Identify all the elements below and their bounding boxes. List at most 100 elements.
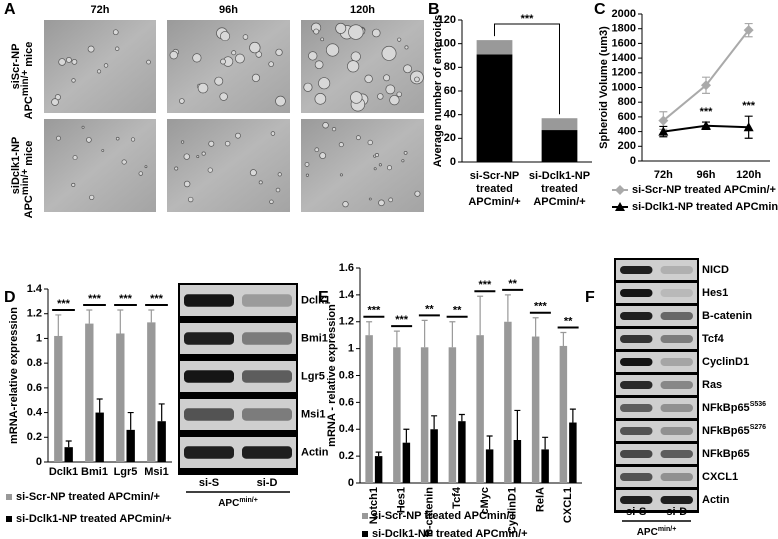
- y-tick-label: 60: [444, 85, 456, 97]
- organoid: [87, 45, 95, 53]
- y-tick-label: 0: [36, 456, 42, 468]
- blot-strip: [616, 375, 697, 395]
- blot-strip: [616, 329, 697, 349]
- blot-strip: [616, 398, 697, 418]
- organoid: [269, 199, 274, 204]
- organoid: [96, 69, 102, 74]
- annotation: ***: [742, 100, 756, 112]
- legend-swatch: [6, 494, 12, 500]
- significance-label: ***: [521, 13, 535, 25]
- band-label: NFkBp65S536: [702, 401, 766, 414]
- error-bar: [514, 409, 521, 440]
- bar: [531, 336, 540, 483]
- blot-band: [184, 370, 234, 383]
- organoid: [71, 182, 76, 187]
- error-bar: [96, 398, 103, 413]
- group-sup: min/+: [658, 526, 676, 533]
- row-label: siScr-NPAPCmin/+ mice: [10, 42, 35, 120]
- band-name: NFkBp65: [702, 425, 750, 437]
- band-name: B-catenin: [702, 310, 752, 322]
- blot-band: [620, 335, 653, 343]
- organoid: [114, 46, 120, 51]
- organoid: [270, 131, 276, 136]
- organoid: [231, 50, 237, 56]
- legend-label: si-Dclk1-NP treated APCmin/+: [632, 201, 778, 213]
- y-tick-label: 1: [348, 343, 354, 355]
- significance-bracket: [494, 23, 560, 115]
- group-base: APC: [637, 527, 658, 538]
- row-name: siScr-NP: [10, 44, 22, 90]
- blot-band: [184, 408, 234, 421]
- organoid: [374, 153, 379, 158]
- organoid: [201, 151, 206, 156]
- bar: [569, 422, 577, 483]
- bar: [374, 456, 383, 483]
- point: [743, 25, 754, 36]
- blot-band: [660, 496, 693, 504]
- organoid: [58, 58, 66, 66]
- blot-band: [620, 427, 653, 435]
- organoid: [396, 91, 402, 98]
- organoid: [65, 57, 72, 63]
- y-tick-label: 0.4: [339, 423, 355, 435]
- organoid: [224, 140, 231, 147]
- x-tick-label: CyclinD1: [507, 487, 519, 534]
- organoid: [350, 91, 363, 104]
- organoid: [103, 63, 109, 68]
- band-name: CyclinD1: [702, 356, 749, 368]
- bar-segment: [541, 118, 578, 131]
- organoid: [373, 167, 377, 171]
- legend-marker: [615, 185, 625, 195]
- bar: [393, 347, 401, 483]
- x-tick-label: si-Scr-NP treated APCmin/+: [468, 170, 520, 208]
- error-bar: [421, 319, 428, 348]
- lane-label: si-S: [626, 506, 646, 518]
- error-bar: [449, 321, 456, 348]
- error-bar: [117, 309, 124, 334]
- y-tick-label: 1.4: [27, 283, 43, 295]
- legend-label: si-Dclk1-NP treated APCmin/+: [16, 513, 172, 525]
- x-tick-label: 120h: [736, 169, 761, 181]
- bar: [157, 421, 166, 462]
- blot-band: [660, 289, 693, 297]
- band-name: Ras: [702, 379, 722, 391]
- y-tick-label: 1800: [612, 23, 636, 35]
- x-tick-label: Hes1: [396, 487, 408, 513]
- point: [658, 126, 669, 136]
- y-tick-label: 1.2: [27, 308, 42, 320]
- x-tick-label: 72h: [654, 169, 673, 181]
- band-name: NFkBp65: [702, 448, 750, 460]
- bar: [126, 429, 135, 462]
- y-tick-label: 1200: [612, 67, 636, 79]
- micrograph: [44, 119, 156, 212]
- panel-label: F: [585, 289, 595, 306]
- organoid: [235, 53, 245, 64]
- organoid: [389, 94, 400, 106]
- band-label: B-catenin: [702, 310, 752, 322]
- organoid: [146, 59, 151, 65]
- organoid: [318, 77, 331, 90]
- x-tick-label: B-catenin: [423, 487, 435, 537]
- row-sup: min/+: [20, 169, 31, 196]
- organoid: [364, 74, 373, 84]
- error-bar: [486, 435, 493, 450]
- blot-band: [660, 450, 693, 458]
- organoid: [403, 64, 412, 74]
- y-tick-label: 1400: [612, 52, 636, 64]
- blot-band: [660, 335, 693, 343]
- blot-band: [242, 408, 292, 421]
- band-label: NFkBp65S276: [702, 424, 766, 437]
- row-tail: mice: [23, 42, 35, 67]
- group-base: APC: [218, 498, 239, 509]
- blot-band: [620, 496, 653, 504]
- band-label: Hes1: [702, 287, 728, 299]
- bar: [54, 335, 63, 462]
- blot-band: [242, 332, 292, 345]
- organoid: [71, 78, 76, 83]
- micrograph: [301, 119, 424, 212]
- y-tick-label: 40: [444, 109, 456, 121]
- organoid: [303, 82, 313, 92]
- bar-segment: [541, 130, 578, 162]
- organoid: [220, 58, 226, 65]
- y-tick-label: 1: [36, 332, 42, 344]
